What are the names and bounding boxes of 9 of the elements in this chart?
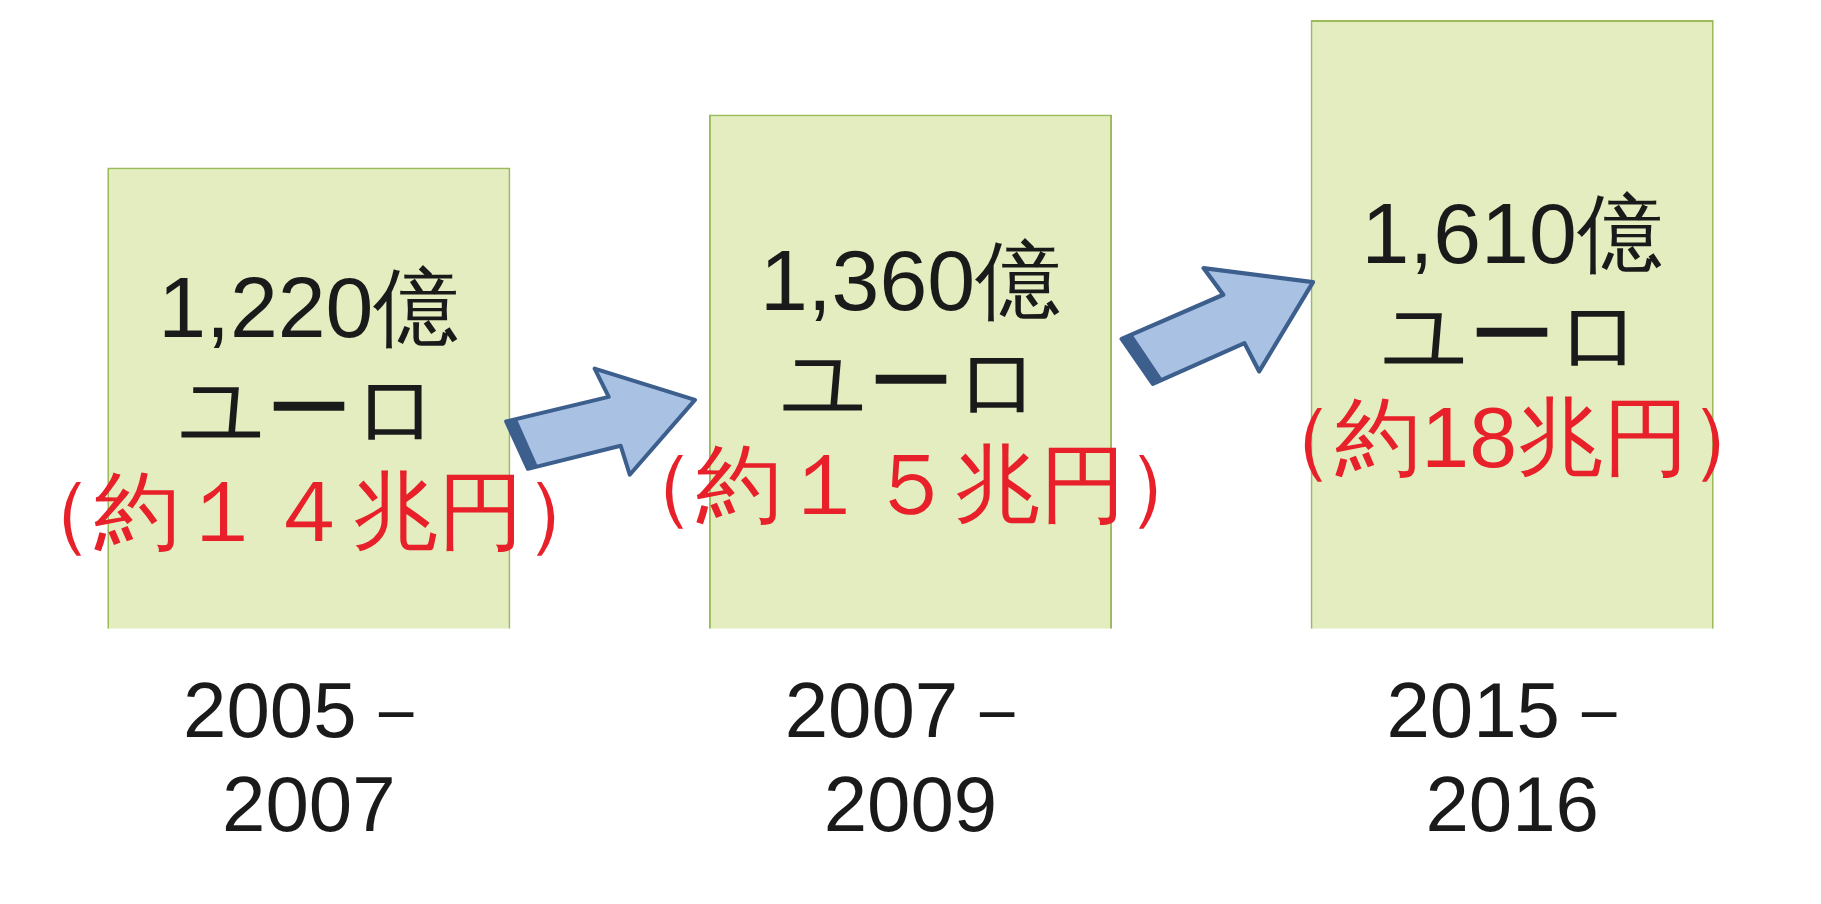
annotation: （約１５兆円）	[609, 436, 1212, 533]
annotation: （約１４兆円）	[7, 462, 610, 559]
x-tick-label: 2015－2016	[1386, 666, 1638, 848]
data-label: 1,610億ユーロ	[1361, 185, 1663, 384]
data-label: 1,360億ユーロ	[759, 232, 1062, 431]
x-tick-label: 2005－2007	[183, 666, 435, 848]
data-label: 1,220億ユーロ	[158, 258, 460, 457]
annotation: （約18兆円）	[1249, 389, 1775, 486]
x-tick-label: 2007－2009	[784, 666, 1037, 848]
